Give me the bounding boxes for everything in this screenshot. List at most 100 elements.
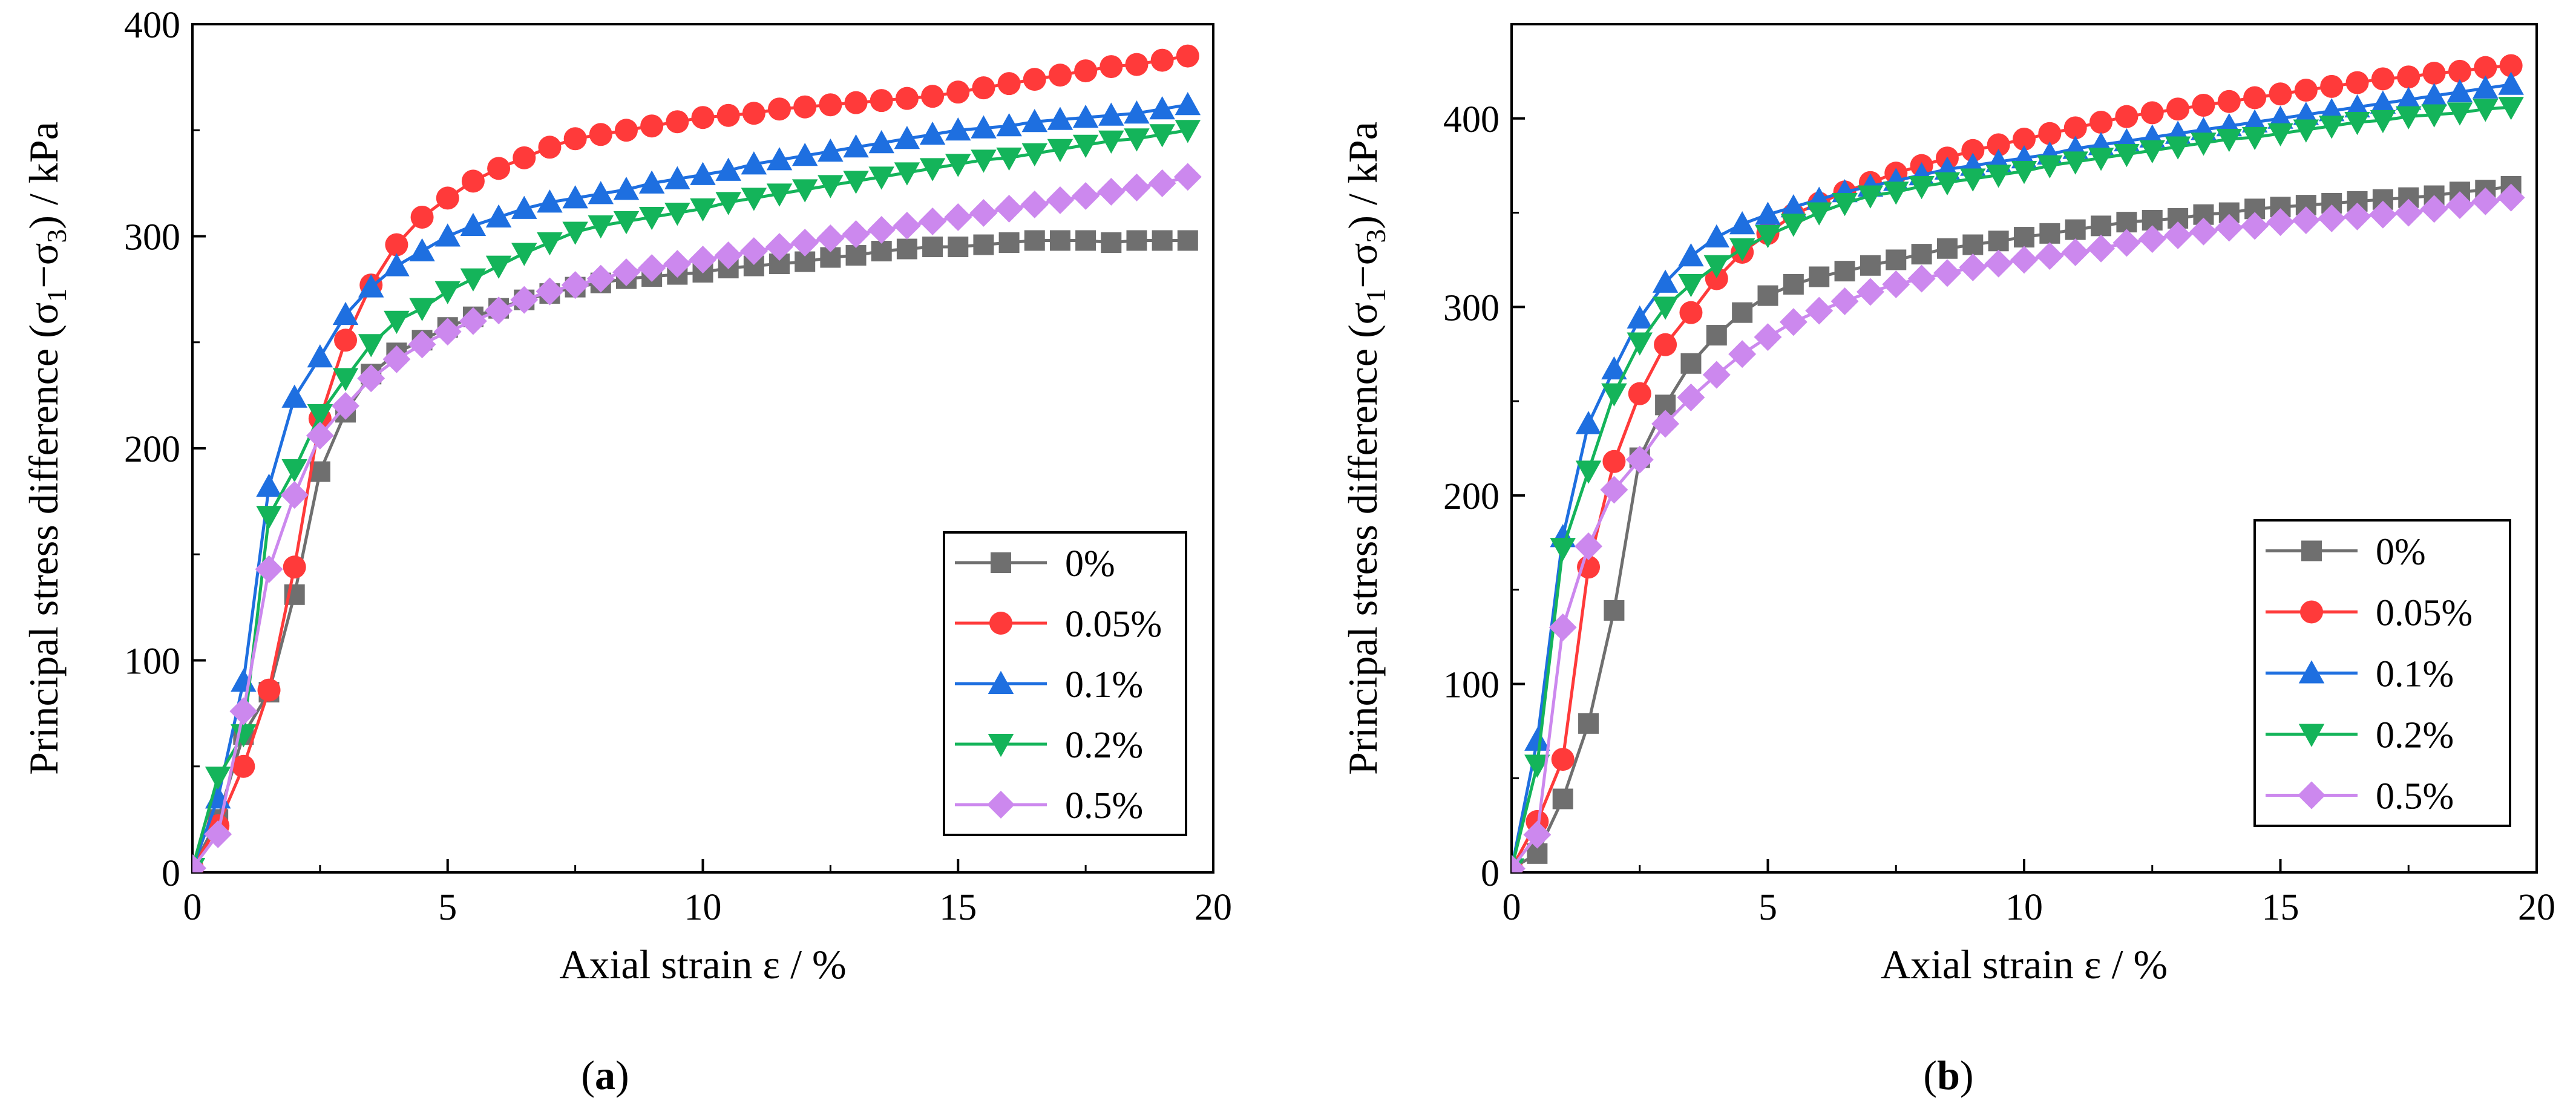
panel-label-paren: ( [581, 1052, 595, 1098]
data-point [562, 185, 588, 209]
data-point [307, 404, 333, 428]
data-point [2421, 104, 2447, 128]
data-point [1177, 230, 1198, 251]
y-axis-label-part: Principal stress difference (σ [21, 303, 67, 775]
data-point [257, 678, 281, 702]
data-point [436, 186, 459, 210]
data-point [586, 264, 615, 293]
data-point [1627, 332, 1653, 356]
panel-label-paren: ) [615, 1052, 629, 1098]
data-point [434, 281, 460, 304]
data-point [385, 233, 408, 257]
legend-label: 0% [1065, 543, 1115, 584]
data-point [1072, 182, 1100, 210]
data-point [816, 224, 845, 252]
data-point [2447, 102, 2473, 126]
data-point [562, 221, 588, 245]
data-point [255, 555, 283, 583]
data-point [2139, 140, 2165, 163]
panel-label-paren: ( [1923, 1052, 1937, 1098]
data-point [842, 220, 870, 248]
data-point [283, 555, 306, 579]
data-point [2344, 94, 2370, 118]
data-point [307, 344, 333, 368]
data-point [2421, 83, 2447, 106]
data-point [2394, 198, 2423, 227]
data-point [2318, 204, 2346, 232]
data-point [2448, 59, 2471, 83]
data-point [1911, 244, 1932, 265]
data-point [229, 697, 258, 725]
data-point [2241, 212, 2269, 240]
data-point [868, 166, 894, 190]
data-point [382, 345, 411, 373]
legend-marker [988, 734, 1014, 757]
x-tick-label: 0 [183, 887, 202, 928]
data-point [663, 250, 692, 278]
data-point [461, 169, 485, 193]
x-tick-label: 10 [684, 887, 722, 928]
data-point [2474, 56, 2497, 79]
data-point [613, 211, 640, 235]
data-point [715, 157, 741, 181]
x-tick-label: 10 [2005, 887, 2043, 928]
data-point [2267, 105, 2293, 129]
data-point [332, 391, 359, 420]
data-point [945, 117, 971, 141]
data-point [537, 232, 563, 256]
data-point [1023, 68, 1046, 91]
data-point [2371, 67, 2394, 91]
data-point [1987, 133, 2010, 157]
data-point [1779, 308, 1807, 336]
data-point [1834, 261, 1855, 282]
legend: 0% 0.05% 0.1% 0.2% 0.5% [2253, 519, 2511, 827]
data-point [1046, 186, 1074, 214]
data-point [1124, 128, 1150, 152]
legend-label: 0.05% [1065, 604, 1162, 645]
legend: 0% 0.05% 0.1% 0.2% 0.5% [943, 531, 1187, 836]
data-point [2087, 234, 2115, 263]
data-point [2062, 151, 2088, 175]
data-point [1122, 173, 1151, 201]
y-tick-label: 400 [124, 5, 180, 46]
data-point [921, 85, 945, 108]
data-point [1780, 194, 1807, 218]
data-point [996, 147, 1022, 171]
data-point [2036, 242, 2064, 270]
data-point [1654, 333, 1677, 356]
legend-label: 0.2% [2376, 715, 2454, 756]
data-point [1524, 754, 1550, 778]
data-point [1882, 270, 1910, 298]
data-point [666, 110, 689, 134]
data-point [1805, 296, 1834, 325]
data-point [1703, 224, 1730, 248]
x-axis-label: Axial strain ε / % [559, 941, 846, 987]
y-tick-label: 0 [1481, 853, 1499, 894]
data-point [894, 162, 920, 186]
data-point [1601, 383, 1627, 407]
data-point [538, 136, 562, 159]
x-tick-label: 5 [438, 887, 457, 928]
data-point [2397, 65, 2420, 89]
data-point [2318, 98, 2345, 122]
data-point [2471, 187, 2500, 215]
legend-label: 0.5% [1065, 785, 1143, 826]
data-point [1652, 296, 1679, 320]
data-point [2320, 74, 2344, 98]
data-point [1024, 230, 1045, 251]
data-point [2241, 126, 2268, 151]
data-point [1780, 214, 1807, 237]
data-point [638, 170, 665, 194]
data-point [1705, 267, 1728, 290]
legend-entry: 0% [955, 543, 1115, 584]
data-point [1985, 165, 2011, 188]
data-point [766, 183, 793, 207]
data-point [1512, 854, 1526, 872]
data-point [1124, 100, 1150, 124]
data-point [1021, 143, 1048, 167]
data-point [334, 329, 358, 352]
data-point [1678, 273, 1704, 298]
series-line [1512, 105, 2511, 869]
data-point [1907, 264, 1936, 293]
